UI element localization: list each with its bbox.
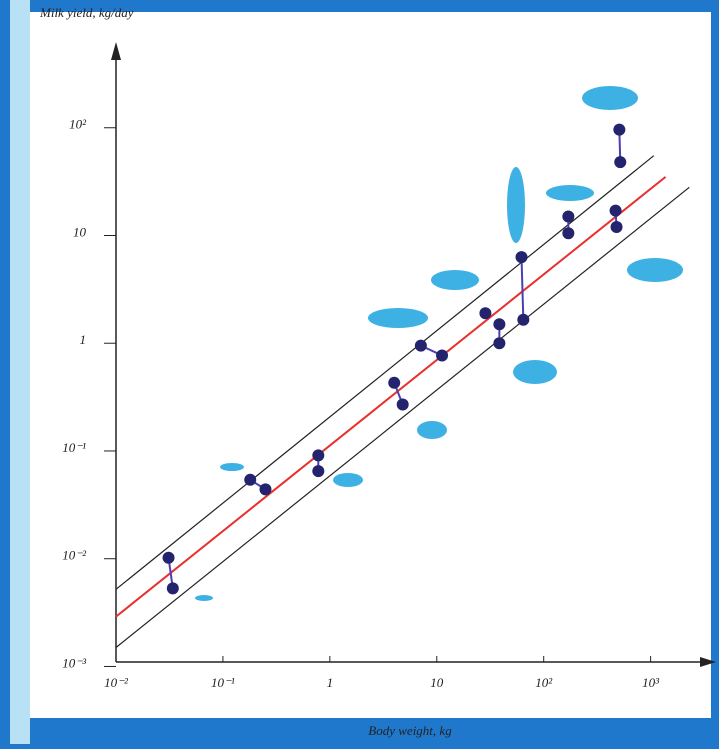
y-tick-label: 10²: [69, 117, 87, 132]
x-tick-label: 10⁻²: [104, 675, 129, 690]
point: [388, 377, 400, 389]
point: [562, 227, 574, 239]
y-tick-label: 10⁻¹: [62, 440, 86, 455]
point: [312, 465, 324, 477]
point: [479, 307, 491, 319]
x-tick-label: 10³: [642, 675, 660, 690]
point: [611, 221, 623, 233]
y-tick-label: 10: [73, 224, 87, 239]
point: [517, 314, 529, 326]
y-tick-label: 1: [80, 332, 87, 347]
point: [493, 318, 505, 330]
y-axis-label: Milk yield, kg/day: [39, 5, 134, 20]
x-tick-label: 10⁻¹: [211, 675, 235, 690]
point: [614, 156, 626, 168]
y-tick-label: 10⁻²: [62, 548, 87, 563]
point: [244, 474, 256, 486]
chart: Milk yield, kg/day Body weight, kg 10⁻² 1…: [0, 0, 719, 744]
x-tick-label: 10²: [535, 675, 553, 690]
x-axis-label: Body weight, kg: [368, 723, 452, 738]
x-tick-label: 1: [327, 675, 334, 690]
frame-band: [10, 0, 30, 744]
point: [167, 582, 179, 594]
point: [436, 349, 448, 361]
point: [259, 483, 271, 495]
x-tick-label: 10: [430, 675, 444, 690]
point: [397, 398, 409, 410]
panel: [30, 12, 711, 718]
y-tick-label: 10⁻³: [62, 655, 87, 670]
point: [562, 211, 574, 223]
point: [613, 124, 625, 136]
point: [516, 251, 528, 263]
point: [163, 552, 175, 564]
point: [312, 449, 324, 461]
point: [493, 337, 505, 349]
point: [610, 205, 622, 217]
point: [415, 340, 427, 352]
